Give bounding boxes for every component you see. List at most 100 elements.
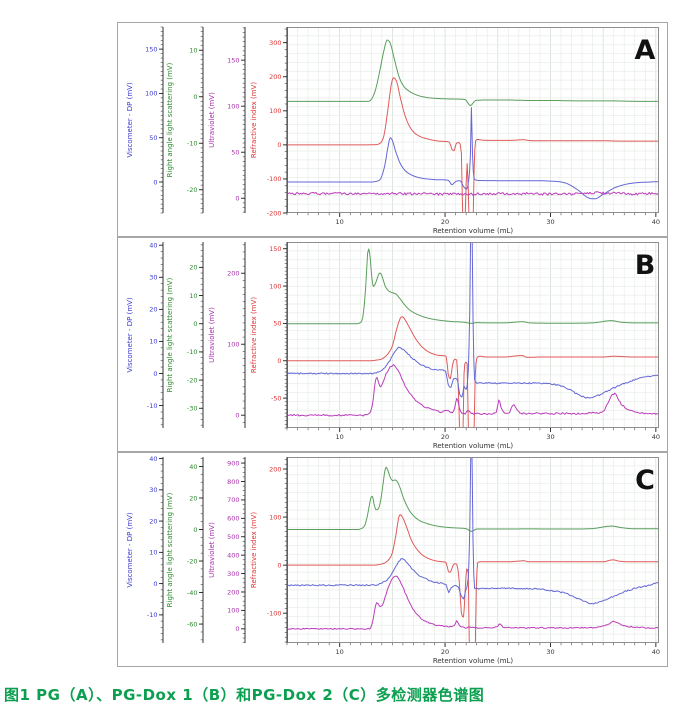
y-axis-visc: -10 0 10 20 30 40 Viscometer - DP (mV) [126, 455, 164, 643]
axis-title-visc: Viscometer - DP (mV) [126, 512, 134, 588]
x-tick-label: 30 [546, 218, 554, 226]
tick-label-uv: 100 [227, 102, 239, 110]
curves [287, 457, 659, 643]
tick-label-uv: 200 [227, 270, 239, 278]
tick-label-uv: 100 [227, 341, 239, 349]
tick-label-visc: -10 [147, 611, 158, 619]
tick-label-uv: 300 [227, 570, 239, 578]
panel-b-svg: -10 0 10 20 30 40 Viscometer - DP (mV) -30 -20 -1… [117, 237, 668, 452]
series-visc-curve [287, 107, 659, 200]
tick-label-rals: -60 [187, 620, 198, 628]
tick-label-uv: 50 [231, 149, 239, 157]
tick-label-visc: 100 [145, 90, 157, 98]
series-rals-curve [287, 248, 659, 325]
y-axis-rals: -20 -10 0 10 Right angle light scattering (m… [166, 26, 204, 214]
tick-label-rals: -40 [187, 589, 198, 597]
tick-label-visc: 0 [153, 580, 157, 588]
x-tick-label: 20 [441, 218, 449, 226]
y-axis-rals: -60 -40 -20 0 20 40 Right angle light scatteri… [166, 457, 204, 643]
tick-label-ri: 100 [269, 513, 281, 521]
series-rals-curve [287, 39, 659, 107]
series-uv-curve [287, 191, 659, 196]
tick-label-visc: -10 [147, 402, 158, 410]
panel-b-chromatogram: -10 0 10 20 30 40 Viscometer - DP (mV) -30 -20 -1… [117, 237, 668, 452]
tick-label-visc: 50 [149, 134, 157, 142]
tick-label-uv: 700 [227, 496, 239, 504]
axis-title-uv: Ultraviolet (mV) [208, 307, 216, 363]
tick-label-uv: 150 [227, 56, 239, 64]
tick-label-ri: -100 [267, 175, 282, 183]
x-axis: 10 20 30 40 Retention volume (mL) [286, 643, 660, 665]
tick-label-rals: -20 [187, 376, 198, 384]
series-visc-curve [287, 457, 659, 605]
tick-label-visc: 10 [149, 338, 157, 346]
axis-title-rals: Right angle light scattering (mV) [166, 492, 174, 607]
tick-label-rals: 40 [189, 463, 197, 471]
x-tick-label: 40 [652, 648, 660, 656]
axis-title-rals: Right angle light scattering (mV) [166, 277, 174, 392]
tick-label-uv: 100 [227, 607, 239, 615]
y-axis-uv: 0 50 100 150 Ultraviolet (mV) [208, 27, 246, 213]
x-tick-label: 10 [336, 648, 344, 656]
tick-label-ri: 200 [269, 465, 281, 473]
tick-label-visc: 10 [149, 549, 157, 557]
y-axis-visc: -10 0 10 20 30 40 Viscometer - DP (mV) [126, 242, 164, 428]
curves [287, 242, 659, 428]
axis-title-ri: Refractive index (mV) [250, 512, 258, 588]
tick-label-uv: 800 [227, 478, 239, 486]
panel-c-chromatogram: -10 0 10 20 30 40 Viscometer - DP (mV) -60 -40 -2… [117, 452, 668, 667]
tick-label-visc: 150 [145, 45, 157, 53]
axis-title-uv: Ultraviolet (mV) [208, 92, 216, 148]
x-axis-title: Retention volume (mL) [433, 442, 514, 450]
x-tick-label: 20 [441, 648, 449, 656]
tick-label-uv: 400 [227, 551, 239, 559]
tick-label-visc: 40 [149, 242, 157, 250]
x-axis: 10 20 30 40 Retention volume (mL) [286, 213, 660, 235]
x-axis: 10 20 30 40 Retention volume (mL) [286, 428, 660, 450]
x-tick-label: 40 [652, 433, 660, 441]
tick-label-visc: 40 [149, 455, 157, 463]
figure-caption: 图1 PG（A）、PG-Dox 1（B）和PG-Dox 2（C）多检测器色谱图 [4, 686, 485, 704]
series-uv-curve [287, 364, 659, 417]
series-ri-curve [287, 514, 659, 643]
x-tick-label: 30 [546, 433, 554, 441]
x-tick-label: 20 [441, 433, 449, 441]
y-axis-ri: -50 0 50 100 150 Refractive index (mV) [250, 242, 288, 429]
tick-label-rals: 20 [189, 264, 197, 272]
tick-label-rals: 10 [189, 47, 197, 55]
curves [287, 39, 659, 213]
y-axis-visc: 0 50 100 150 Viscometer - DP (mV) [126, 26, 164, 214]
tick-label-rals: -10 [187, 348, 198, 356]
axis-title-ri: Refractive index (mV) [250, 82, 258, 158]
panel-letter: A [635, 35, 656, 66]
axis-title-ri: Refractive index (mV) [250, 297, 258, 373]
panel-a-chromatogram: 0 50 100 150 Viscometer - DP (mV) -20 -10 0 10 Ri… [117, 22, 668, 237]
tick-label-visc: 0 [153, 370, 157, 378]
tick-label-rals: 0 [193, 93, 197, 101]
tick-label-visc: 20 [149, 517, 157, 525]
tick-label-ri: 0 [277, 141, 281, 149]
axis-title-visc: Viscometer - DP (mV) [126, 82, 134, 158]
tick-label-uv: 500 [227, 533, 239, 541]
tick-label-ri: 150 [269, 245, 281, 253]
tick-label-ri: 300 [269, 39, 281, 47]
tick-label-rals: 0 [193, 526, 197, 534]
tick-label-ri: -100 [267, 610, 282, 618]
tick-label-visc: 30 [149, 486, 157, 494]
tick-label-ri: 100 [269, 282, 281, 290]
panel-letter: B [635, 250, 656, 281]
x-axis-title: Retention volume (mL) [433, 227, 514, 235]
series-visc-curve [287, 242, 659, 399]
y-axis-rals: -30 -20 -10 0 10 20 Right angle light scatteri… [166, 242, 204, 428]
tick-label-rals: -30 [187, 405, 198, 413]
tick-label-ri: -50 [271, 394, 282, 402]
tick-label-rals: -20 [187, 557, 198, 565]
tick-label-rals: -10 [187, 140, 198, 148]
tick-label-uv: 600 [227, 515, 239, 523]
grid [286, 242, 659, 428]
y-axis-uv: 0 100 200 Ultraviolet (mV) [208, 242, 246, 428]
x-tick-label: 40 [652, 218, 660, 226]
